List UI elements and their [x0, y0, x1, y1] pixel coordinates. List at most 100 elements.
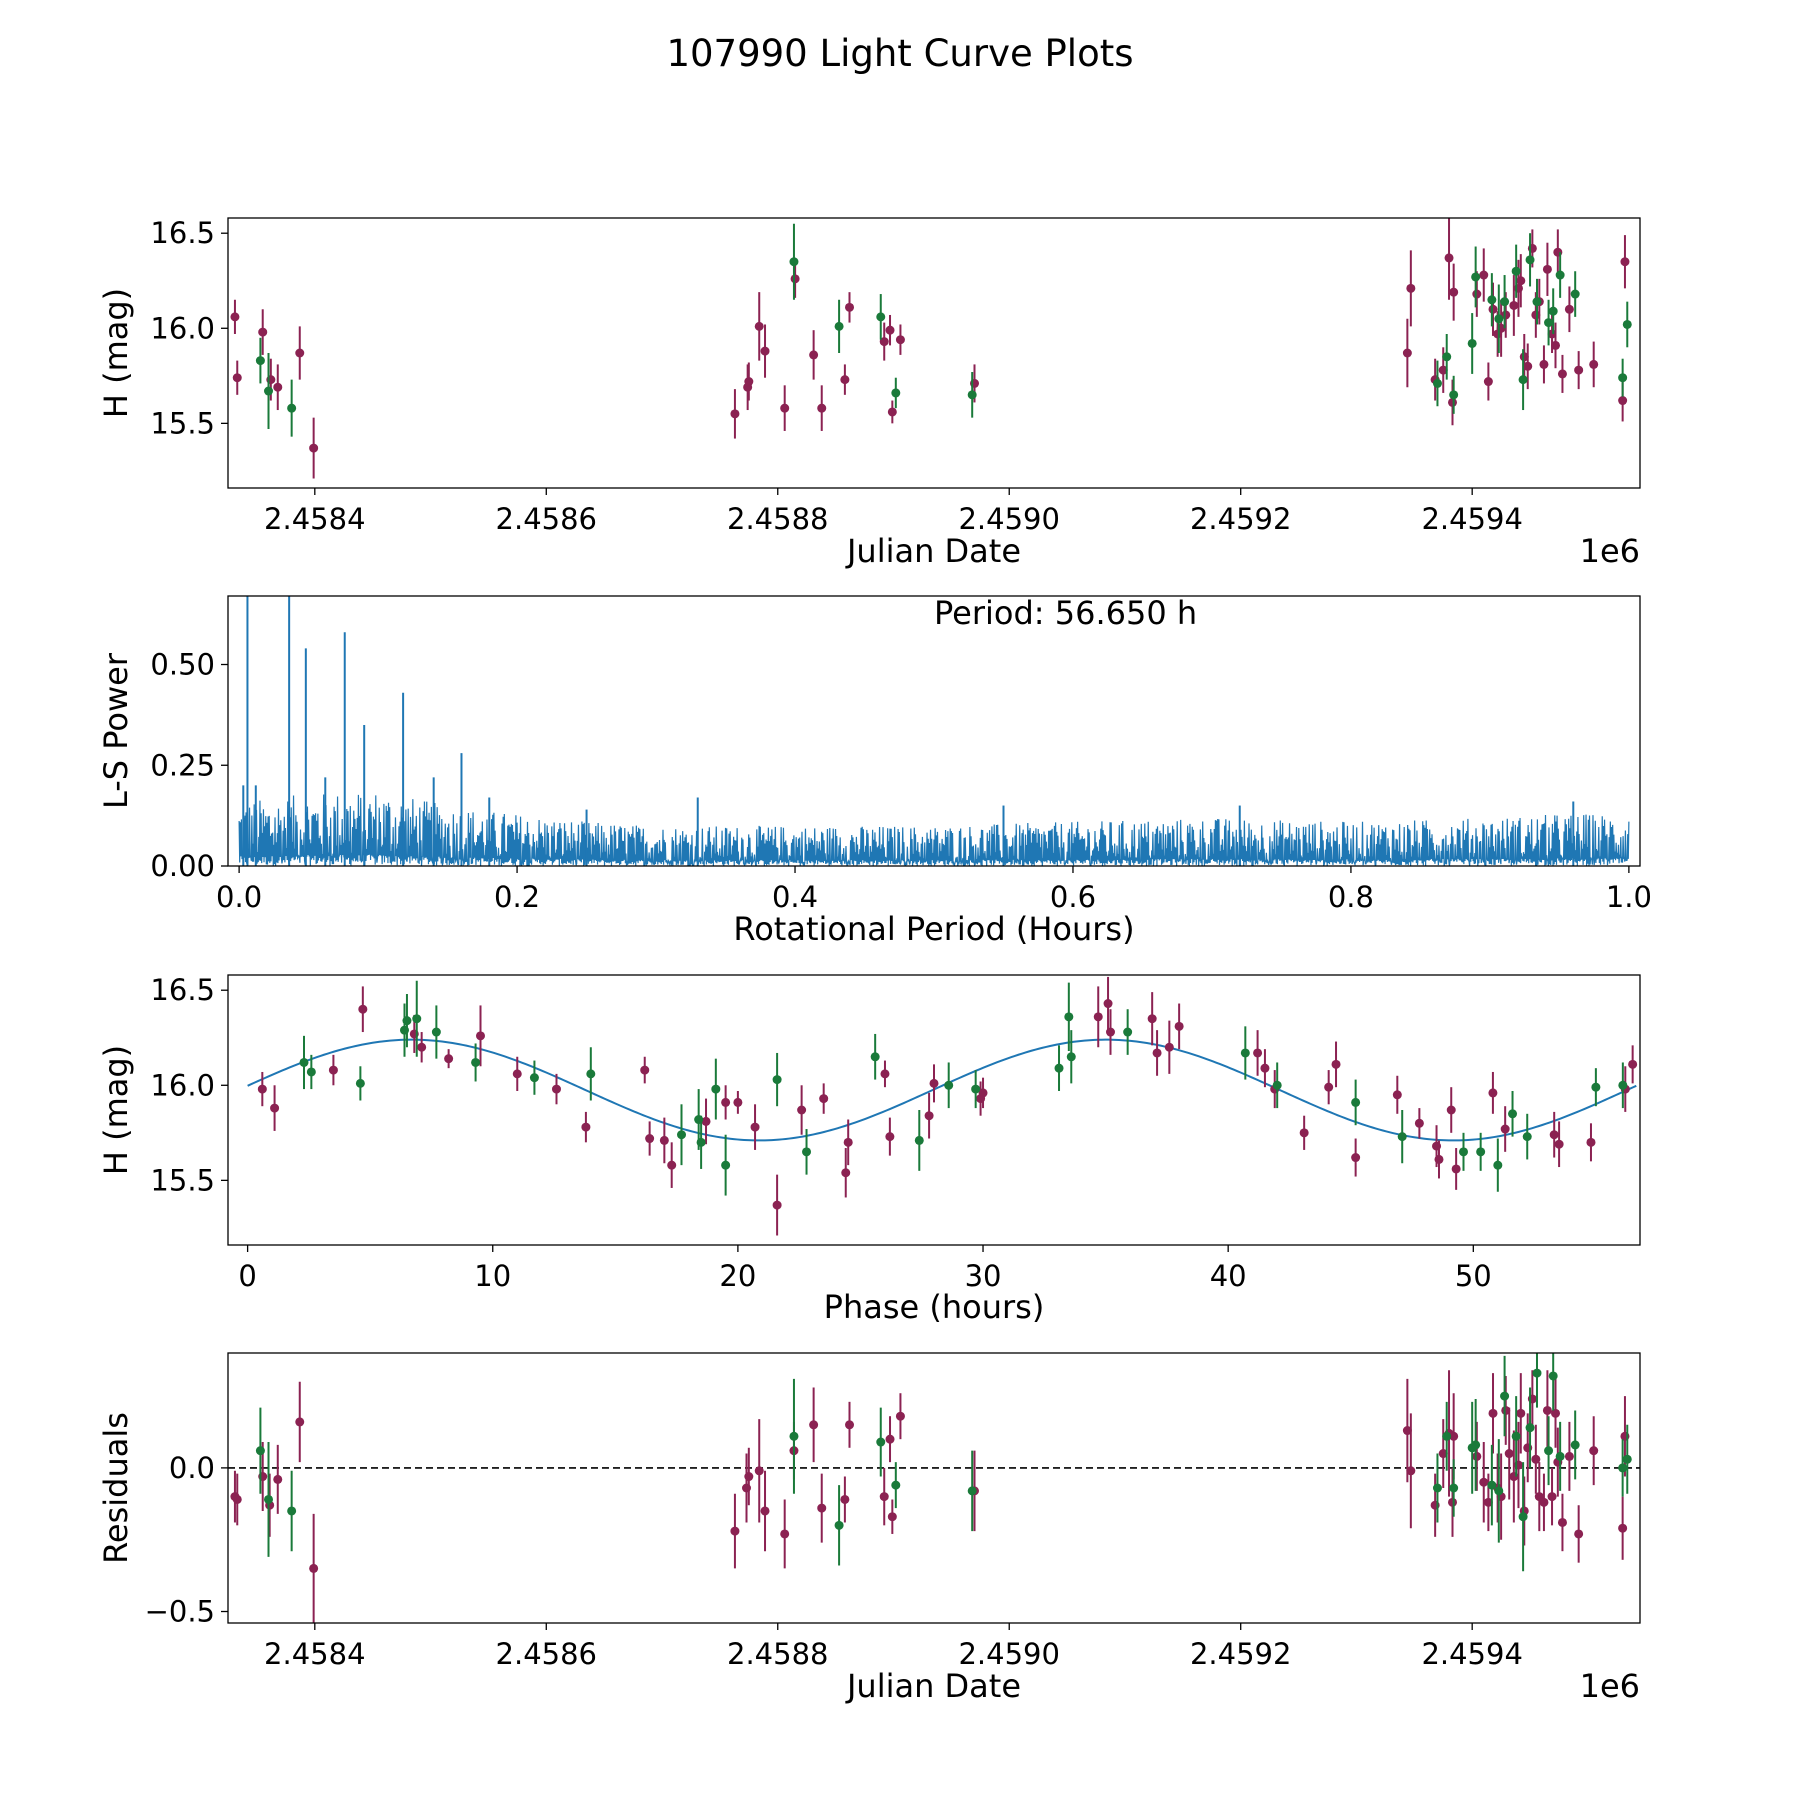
periodogram-plot-area	[238, 596, 1630, 866]
data-point	[1564, 304, 1574, 314]
phased-series-series_b	[299, 980, 1628, 1196]
data-point	[1467, 338, 1477, 348]
data-point	[1618, 1463, 1628, 1473]
data-point	[780, 1529, 790, 1539]
data-point	[471, 1057, 481, 1067]
data-point	[1509, 300, 1519, 310]
data-point	[1260, 1063, 1270, 1073]
data-point	[1564, 1451, 1574, 1461]
data-point	[967, 390, 977, 400]
data-point	[843, 1137, 853, 1147]
data-point	[1511, 266, 1521, 276]
data-point	[1106, 1027, 1115, 1037]
data-point	[1525, 1423, 1535, 1433]
phased-xtick-label: 50	[1455, 1259, 1492, 1293]
data-point	[754, 1466, 764, 1476]
lightcurve-xtick-label: 2.4588	[727, 502, 828, 536]
data-point	[789, 257, 799, 267]
residuals-xtick-label: 2.4588	[727, 1637, 828, 1671]
data-point	[1392, 1090, 1402, 1100]
data-point	[273, 382, 283, 392]
data-point	[1487, 1480, 1497, 1490]
periodogram-ytick-label: 0.50	[150, 648, 215, 682]
data-point	[1449, 1431, 1459, 1441]
periodogram-ylabel: L-S Power	[97, 652, 135, 809]
data-point	[1147, 1014, 1157, 1024]
data-point	[677, 1130, 687, 1140]
data-point	[512, 1069, 522, 1079]
phased-xtick-label: 30	[965, 1259, 1002, 1293]
data-point	[1483, 1497, 1493, 1507]
phased-ytick-label: 15.5	[150, 1163, 215, 1197]
data-point	[1522, 1132, 1532, 1142]
data-point	[701, 1116, 711, 1126]
data-point	[887, 407, 897, 417]
residuals-frame	[227, 1352, 1641, 1624]
data-point	[1542, 1405, 1552, 1415]
data-point	[1451, 1164, 1461, 1174]
data-point	[841, 1168, 851, 1178]
data-point	[1511, 1431, 1521, 1441]
data-point	[809, 1420, 819, 1430]
data-point	[1500, 1124, 1510, 1134]
data-point	[645, 1134, 655, 1144]
periodogram-xtick-label: 0.2	[494, 880, 540, 914]
data-point	[1542, 264, 1552, 274]
data-point	[1446, 1105, 1456, 1115]
data-point	[444, 1054, 454, 1064]
phased-ytick-label: 16.0	[150, 1068, 215, 1102]
phased-xtick-label: 10	[474, 1259, 511, 1293]
data-point	[809, 350, 819, 360]
periodogram-series	[238, 791, 1630, 866]
data-point	[789, 1431, 799, 1441]
data-point	[309, 443, 319, 453]
periodogram-ytick-label: 0.25	[150, 748, 215, 782]
data-point	[1570, 289, 1580, 299]
data-point	[1438, 365, 1448, 375]
data-point	[1508, 1109, 1518, 1119]
data-point	[1555, 270, 1565, 280]
lightcurve-ytick-label: 16.0	[150, 311, 215, 345]
residuals-axes: 2.4584 2.4586 2.4588 2.4590 2.4592 2.4594 −0.5…	[145, 1451, 1523, 1671]
data-point	[1586, 1137, 1596, 1147]
data-point	[295, 1417, 305, 1427]
phased-xlabel: Phase (hours)	[824, 1288, 1045, 1326]
residuals-xtick-label: 2.4594	[1421, 1637, 1522, 1671]
data-point	[780, 403, 790, 413]
data-point	[1123, 1027, 1133, 1037]
data-point	[879, 1492, 889, 1502]
data-point	[1504, 1449, 1514, 1459]
data-point	[1548, 1371, 1558, 1381]
data-point	[1479, 270, 1489, 280]
data-point	[1547, 1492, 1557, 1502]
data-point	[402, 1016, 412, 1026]
phased-plot-area	[247, 976, 1638, 1236]
phased-frame	[227, 974, 1641, 1246]
data-point	[819, 1094, 829, 1104]
data-point	[1551, 1408, 1561, 1418]
data-point	[1555, 1451, 1565, 1461]
periodogram-xtick-label: 0.6	[1050, 880, 1096, 914]
data-point	[257, 1084, 267, 1094]
phased-series-series_a	[257, 976, 1638, 1236]
data-point	[1589, 359, 1599, 369]
phased-xtick-label: 40	[1210, 1259, 1247, 1293]
data-point	[845, 302, 855, 312]
data-point	[1414, 1118, 1424, 1128]
data-point	[1444, 253, 1454, 263]
data-point	[255, 1446, 265, 1456]
data-point	[971, 1084, 981, 1094]
periodogram-xtick-label: 1.0	[1606, 880, 1652, 914]
data-point	[1549, 1130, 1559, 1140]
data-point	[772, 1075, 782, 1085]
periodogram-frame	[227, 595, 1641, 867]
data-point	[1432, 378, 1442, 388]
data-point	[1164, 1042, 1174, 1052]
data-point	[797, 1105, 807, 1115]
figure-title: 107990 Light Curve Plots	[666, 32, 1133, 75]
data-point	[1516, 1408, 1526, 1418]
data-point	[1459, 1147, 1468, 1157]
data-point	[1487, 295, 1497, 305]
data-point	[876, 312, 886, 322]
data-point	[730, 1526, 740, 1536]
